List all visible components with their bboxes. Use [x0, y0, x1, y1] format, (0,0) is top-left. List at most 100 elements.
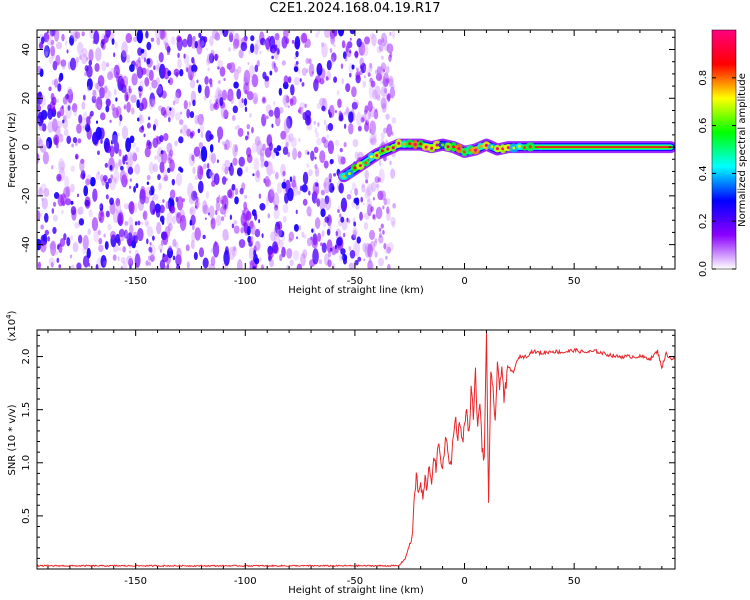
- noise-speck: [239, 187, 244, 195]
- noise-speck: [37, 210, 41, 222]
- noise-speck: [117, 256, 120, 262]
- noise-speck: [266, 196, 270, 202]
- noise-speck: [251, 126, 254, 134]
- noise-speck: [370, 181, 377, 193]
- noise-speck: [231, 223, 235, 229]
- noise-speck: [194, 227, 201, 241]
- noise-speck: [126, 165, 129, 170]
- noise-speck: [152, 124, 157, 131]
- noise-speck: [107, 71, 113, 81]
- noise-speck: [137, 228, 144, 242]
- signal-blob-core: [397, 141, 401, 145]
- noise-speck: [135, 182, 139, 189]
- noise-speck: [331, 52, 337, 62]
- noise-speck: [324, 216, 330, 223]
- noise-speck: [231, 245, 237, 257]
- noise-speck: [221, 163, 227, 173]
- noise-speck: [329, 48, 333, 53]
- noise-speck: [47, 236, 50, 242]
- noise-speck: [80, 158, 85, 165]
- noise-speck: [316, 137, 323, 146]
- noise-speck: [240, 41, 248, 52]
- noise-speck: [281, 36, 288, 49]
- noise-speck: [55, 54, 61, 66]
- noise-speck: [83, 112, 88, 120]
- noise-speck: [92, 188, 98, 202]
- noise-speck: [232, 157, 238, 166]
- noise-speck: [112, 254, 117, 261]
- noise-speck: [98, 103, 101, 109]
- noise-speck: [48, 257, 55, 267]
- noise-speck: [202, 204, 209, 215]
- noise-speck: [273, 100, 276, 106]
- noise-speck: [307, 151, 310, 155]
- noise-speck: [128, 257, 134, 267]
- noise-speck: [271, 123, 274, 128]
- noise-speck: [226, 95, 230, 101]
- noise-speck: [186, 261, 190, 269]
- noise-speck: [212, 241, 220, 258]
- noise-speck: [368, 111, 372, 120]
- noise-speck: [306, 163, 310, 168]
- noise-speck: [380, 132, 385, 138]
- noise-speck: [133, 236, 136, 242]
- noise-speck: [105, 210, 110, 218]
- signal-blob-core: [441, 143, 445, 147]
- noise-speck: [281, 181, 287, 189]
- noise-speck: [245, 89, 248, 95]
- noise-speck: [380, 190, 386, 201]
- noise-speck: [324, 195, 330, 205]
- noise-speck: [374, 251, 378, 258]
- noise-speck: [76, 193, 80, 198]
- noise-speck: [119, 169, 126, 184]
- noise-speck: [387, 263, 391, 269]
- noise-speck: [119, 78, 125, 89]
- noise-speck: [363, 109, 368, 115]
- noise-speck: [193, 146, 201, 158]
- noise-speck: [101, 178, 106, 186]
- noise-speck: [321, 105, 326, 112]
- noise-speck: [258, 219, 261, 224]
- noise-speck: [260, 162, 265, 169]
- noise-speck: [168, 77, 174, 86]
- noise-speck: [271, 151, 276, 159]
- spectrogram-x-tick-label: 50: [568, 276, 581, 287]
- noise-speck: [348, 262, 354, 269]
- signal-blob-core: [495, 147, 499, 151]
- noise-speck: [179, 111, 183, 115]
- spectrogram-x-axis-label: Height of straight line (km): [288, 285, 424, 296]
- noise-speck: [254, 170, 261, 183]
- noise-speck: [202, 257, 209, 269]
- noise-speck: [317, 122, 320, 127]
- noise-speck: [198, 142, 204, 149]
- noise-speck: [114, 162, 119, 171]
- noise-speck: [248, 240, 253, 247]
- noise-speck: [50, 240, 57, 257]
- noise-speck: [67, 86, 73, 96]
- noise-speck: [327, 250, 332, 258]
- noise-speck: [175, 254, 182, 266]
- noise-speck: [174, 140, 179, 147]
- noise-speck: [158, 52, 164, 63]
- noise-speck: [166, 51, 170, 56]
- noise-speck: [230, 162, 233, 167]
- noise-speck: [338, 182, 344, 194]
- noise-speck: [278, 239, 284, 249]
- noise-speck: [233, 81, 239, 89]
- noise-speck: [287, 105, 290, 109]
- noise-speck: [124, 154, 128, 161]
- signal-blob-core: [528, 145, 532, 149]
- noise-speck: [79, 173, 83, 179]
- signal-blob-core: [419, 142, 423, 146]
- noise-speck: [39, 240, 47, 253]
- noise-speck: [138, 114, 143, 122]
- noise-speck: [315, 32, 319, 38]
- noise-speck: [52, 226, 57, 235]
- noise-speck: [189, 111, 195, 119]
- noise-speck: [386, 246, 391, 254]
- noise-speck: [335, 231, 339, 237]
- signal-blob-core: [430, 146, 434, 150]
- signal-blob-core: [353, 166, 357, 170]
- noise-speck: [292, 147, 298, 160]
- noise-speck: [227, 189, 233, 199]
